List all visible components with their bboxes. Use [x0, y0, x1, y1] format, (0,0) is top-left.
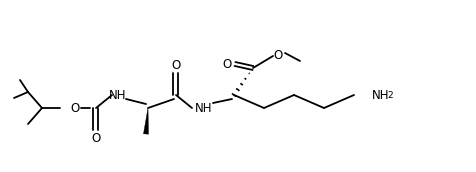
Text: O: O — [273, 49, 282, 62]
Text: O: O — [70, 101, 79, 115]
Polygon shape — [143, 108, 148, 134]
Text: O: O — [222, 57, 231, 71]
Text: NH: NH — [371, 89, 389, 101]
Text: NH: NH — [195, 101, 212, 115]
Text: O: O — [171, 58, 180, 72]
Text: O: O — [91, 132, 100, 144]
Text: 2: 2 — [386, 92, 392, 100]
Text: NH: NH — [109, 89, 127, 101]
